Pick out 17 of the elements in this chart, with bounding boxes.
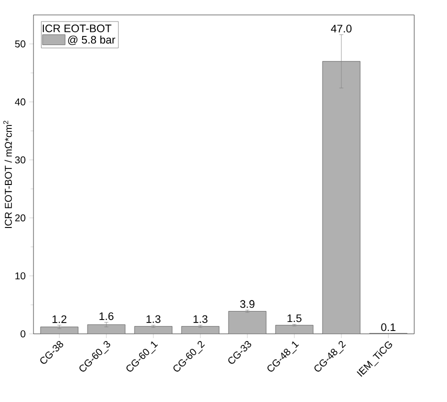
y-tick-label: 20	[15, 214, 26, 222]
data-label: 1.3	[146, 315, 160, 324]
data-label: 1.6	[100, 312, 114, 320]
data-label: 3.9	[240, 300, 254, 308]
y-tick-label: 30	[15, 156, 26, 164]
data-label: 47.0	[330, 24, 352, 33]
data-label: 0.1	[381, 324, 396, 332]
y-axis-title: ICR EOT-BOT / mΩ*cm$^{2}$	[3, 121, 12, 228]
data-label: 1.2	[52, 316, 66, 324]
y-tick-label: 50	[15, 40, 26, 48]
y-tick-label: 40	[14, 98, 26, 106]
data-label: 1.3	[194, 315, 208, 324]
data-label: 1.5	[288, 314, 302, 322]
y-tick-label: 10	[15, 272, 26, 280]
legend-label: @ 5.8 bar	[68, 36, 116, 46]
legend-title: ICR EOT-BOT	[42, 24, 112, 32]
y-tick-label: 0	[20, 330, 26, 338]
